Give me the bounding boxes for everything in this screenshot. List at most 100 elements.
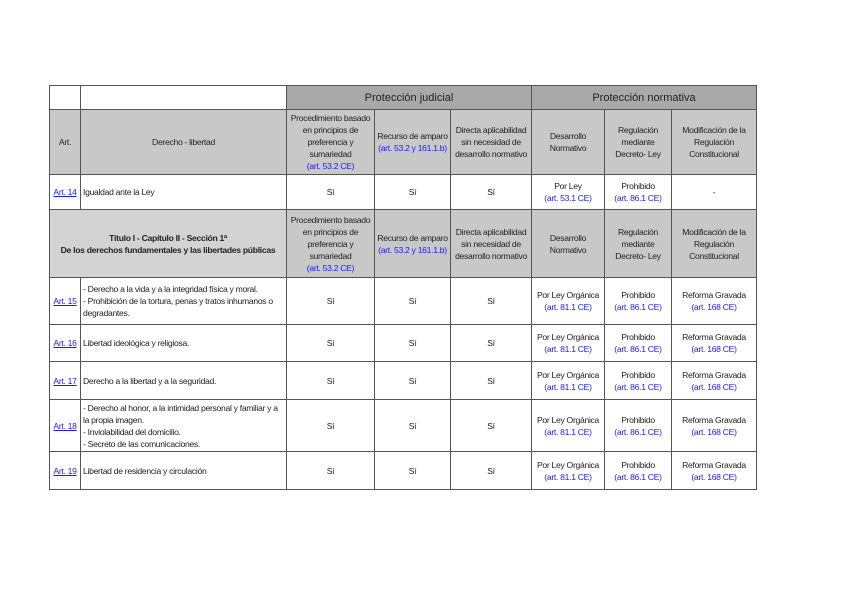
desarrollo-cell: Por Ley Orgánica (art. 81.1 CE) (531, 361, 605, 400)
ref: (art. 86.1 CE) (614, 471, 662, 482)
header-modificacion: Modificación de la Regulación Constituci… (671, 109, 757, 175)
ref: (art. 86.1 CE) (614, 344, 662, 354)
modificacion-cell: Reforma Gravada (art. 168 CE) (671, 399, 757, 452)
proc-cell: Sí (286, 324, 375, 362)
derecho-cell: Igualdad ante la Ley (80, 174, 287, 210)
header-derecho: Derecho - libertad (80, 109, 287, 175)
regulacion-cell: Prohibido (art. 86.1 CE) (604, 361, 672, 400)
value: Prohibido (621, 414, 655, 425)
article-link[interactable]: Art. 16 (53, 338, 77, 348)
desarrollo-cell: Por Ley Orgánica (art. 81.1 CE) (531, 324, 605, 362)
derecho-cell: - Derecho al honor, a la intimidad perso… (80, 399, 287, 452)
derecho-cell: Libertad ideológica y religiosa. (80, 324, 287, 362)
value: Por Ley Orgánica (536, 414, 600, 425)
empty-cell (49, 85, 81, 110)
value: Por Ley (554, 181, 582, 191)
derecho-cell: Derecho a la libertad y a la seguridad. (80, 361, 287, 400)
regulacion-cell: Prohibido (art. 86.1 CE) (604, 277, 672, 325)
derecho-line: - Prohibición de la tortura, penas y tra… (83, 296, 273, 318)
ref: (art. 53.2 y 161.1.b) (378, 244, 447, 255)
value: Reforma Gravada (682, 459, 746, 470)
modificacion-cell: Reforma Gravada (art. 168 CE) (671, 451, 757, 490)
directa-cell: Sí (450, 277, 532, 325)
directa-cell: Sí (450, 451, 532, 490)
table-row: Art. 16 Libertad ideológica y religiosa.… (49, 324, 757, 362)
regulacion-cell: Prohibido (art. 86.1 CE) (604, 324, 672, 362)
desarrollo-cell: Por Ley Orgánica (art. 81.1 CE) (531, 399, 605, 452)
label: Recurso de amparo (377, 232, 448, 243)
value: Por Ley Orgánica (536, 290, 600, 300)
derecho-cell: Libertad de residencia y circulación (80, 451, 287, 490)
directa-cell: Sí (450, 324, 532, 362)
article-link[interactable]: Art. 17 (53, 375, 77, 386)
proc-cell: Sí (286, 451, 375, 490)
article-link[interactable]: Art. 18 (53, 420, 77, 431)
derecho-line: - Derecho al honor, a la intimidad perso… (83, 402, 278, 425)
recurso-cell: Sí (374, 324, 451, 362)
section-title: Título I - Capítulo II - Sección 1ª De lo… (49, 209, 287, 278)
value: Prohibido (621, 369, 655, 380)
value: Reforma Gravada (682, 369, 746, 380)
empty-cell (80, 85, 287, 110)
value: Reforma Gravada (682, 290, 746, 300)
desarrollo-cell: Por Ley Orgánica (art. 81.1 CE) (531, 451, 605, 490)
recurso-cell: Sí (374, 361, 451, 400)
header-proc: Procedimiento basado en principios de pr… (286, 109, 375, 175)
value: Reforma Gravada (682, 332, 746, 342)
derecho-line: - Derecho a la vida y a la integridad fí… (83, 284, 258, 294)
rights-table: Protección judicial Protección normativa… (49, 85, 757, 490)
ref: (art. 53.2 CE) (306, 161, 355, 171)
table-row: Art. 15 - Derecho a la vida y a la integ… (49, 277, 757, 325)
recurso-cell: Sí (374, 399, 451, 452)
recurso-cell: Sí (374, 277, 451, 325)
article-link[interactable]: Art. 14 (53, 187, 77, 197)
derecho-line: Libertad ideológica y religiosa. (83, 338, 190, 348)
ref: (art. 53.2 CE) (306, 262, 355, 273)
ref: (art. 53.1 CE) (544, 193, 592, 203)
recurso-cell: Sí (374, 451, 451, 490)
header-recurso: Recurso de amparo (art. 53.2 y 161.1.b) (374, 109, 451, 175)
value: Por Ley Orgánica (536, 459, 600, 470)
derecho-line: - Secreto de las comunicaciones. (83, 438, 200, 449)
proc-cell: Sí (286, 174, 375, 210)
value: Reforma Gravada (682, 414, 746, 425)
ref: (art. 168 CE) (691, 344, 737, 354)
value: Prohibido (621, 332, 655, 342)
article-link[interactable]: Art. 19 (53, 465, 77, 476)
proc-cell: Sí (286, 277, 375, 325)
group-normativa: Protección normativa (531, 85, 757, 110)
header-modificacion: Modificación de la Regulación Constituci… (671, 209, 757, 278)
header-art: Art. (49, 109, 81, 175)
modificacion-cell: - (671, 174, 757, 210)
ref: (art. 86.1 CE) (614, 302, 662, 312)
ref: (art. 86.1 CE) (614, 193, 662, 203)
group-judicial: Protección judicial (286, 85, 532, 110)
value: Por Ley Orgánica (536, 332, 600, 342)
ref: (art. 168 CE) (691, 426, 737, 437)
label: Procedimiento basado en principios de pr… (290, 113, 371, 159)
section-line1: Título I - Capítulo II - Sección 1ª (109, 232, 227, 243)
modificacion-cell: Reforma Gravada (art. 168 CE) (671, 324, 757, 362)
header-recurso: Recurso de amparo (art. 53.2 y 161.1.b) (374, 209, 451, 278)
header-desarrollo: Desarrollo Normativo (531, 209, 605, 278)
derecho-line: Libertad de residencia y circulación (83, 465, 207, 476)
ref: (art. 81.1 CE) (544, 471, 592, 482)
header-proc: Procedimiento basado en principios de pr… (286, 209, 375, 278)
value: Por Ley Orgánica (536, 369, 600, 380)
proc-cell: Sí (286, 399, 375, 452)
directa-cell: Sí (450, 399, 532, 452)
proc-cell: Sí (286, 361, 375, 400)
modificacion-cell: Reforma Gravada (art. 168 CE) (671, 277, 757, 325)
header-desarrollo: Desarrollo Normativo (531, 109, 605, 175)
ref: (art. 168 CE) (691, 302, 737, 312)
ref: (art. 81.1 CE) (544, 344, 592, 354)
ref: (art. 168 CE) (691, 471, 737, 482)
derecho-line: Derecho a la libertad y a la seguridad. (83, 375, 217, 386)
section-header-row: Título I - Capítulo II - Sección 1ª De lo… (49, 209, 757, 278)
ref: (art. 53.2 y 161.1.b) (378, 143, 447, 153)
modificacion-cell: Reforma Gravada (art. 168 CE) (671, 361, 757, 400)
article-link[interactable]: Art. 15 (53, 296, 77, 306)
ref: (art. 86.1 CE) (614, 426, 662, 437)
value: Prohibido (621, 181, 655, 191)
directa-cell: Sí (450, 174, 532, 210)
